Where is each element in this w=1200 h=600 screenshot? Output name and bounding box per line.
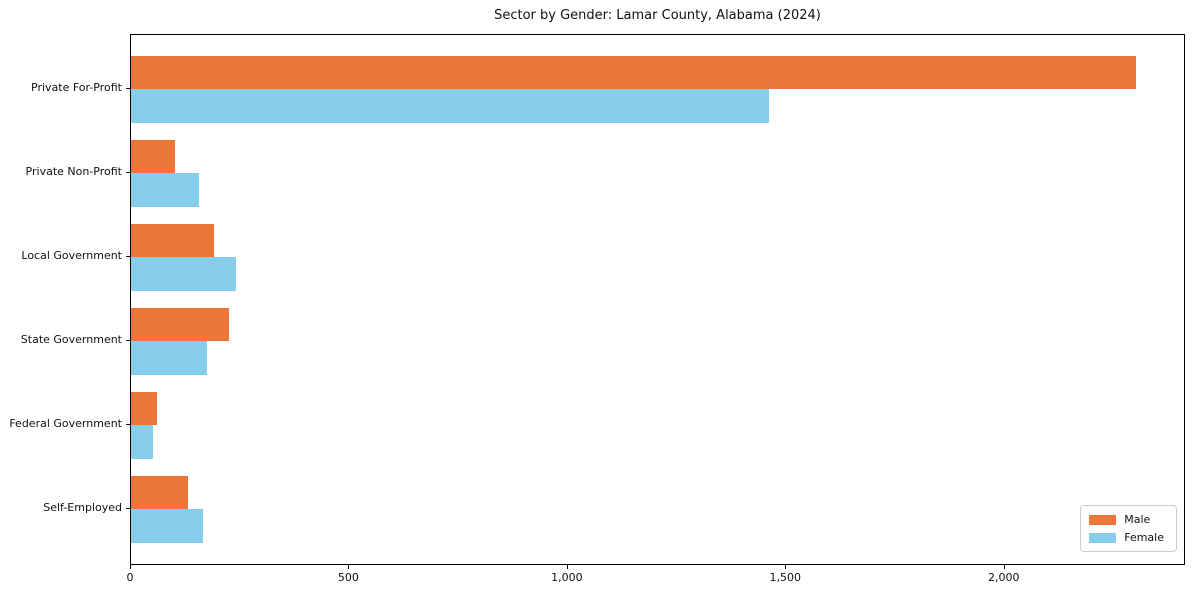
bar-female-1 [131, 173, 199, 207]
bar-male-5 [131, 475, 188, 509]
legend: Male Female [1080, 505, 1177, 552]
x-tick-mark [566, 565, 568, 569]
y-tick-label: Private Non-Profit [25, 165, 122, 178]
legend-label-male: Male [1124, 513, 1151, 526]
legend-item-female: Female [1089, 531, 1164, 544]
y-tick-label: Local Government [21, 249, 122, 262]
bar-male-2 [131, 223, 214, 257]
x-tick-mark [785, 565, 787, 569]
legend-item-male: Male [1089, 513, 1164, 526]
plot-area: Male Female [130, 34, 1185, 565]
x-tick-label: 0 [126, 571, 134, 584]
y-tick-label: Self-Employed [43, 501, 122, 514]
legend-label-female: Female [1124, 531, 1164, 544]
bar-male-1 [131, 139, 175, 173]
x-tick-label: 1,000 [551, 571, 583, 584]
y-tick-label: Private For-Profit [31, 81, 122, 94]
y-tick-label: State Government [20, 333, 122, 346]
bar-female-5 [131, 509, 204, 543]
bar-female-2 [131, 257, 236, 291]
x-tick-label: 1,500 [769, 571, 802, 584]
y-tick-mark [126, 256, 130, 257]
legend-swatch-male [1089, 514, 1117, 525]
chart-title: Sector by Gender: Lamar County, Alabama … [494, 8, 821, 23]
y-tick-mark [126, 424, 130, 425]
bar-male-0 [131, 55, 1136, 89]
bar-male-3 [131, 307, 230, 341]
y-tick-mark [126, 88, 130, 89]
x-tick-label: 500 [337, 571, 359, 584]
y-tick-label: Federal Government [9, 417, 122, 430]
y-tick-mark [126, 508, 130, 509]
bar-male-4 [131, 391, 158, 425]
bar-female-4 [131, 425, 153, 459]
legend-swatch-female [1089, 532, 1117, 543]
bar-female-3 [131, 341, 208, 375]
x-tick-label: 2,000 [987, 571, 1020, 584]
x-tick-mark [348, 565, 350, 569]
x-tick-mark [1003, 565, 1005, 569]
x-tick-mark [130, 565, 131, 569]
bar-female-0 [131, 89, 769, 123]
y-tick-mark [126, 172, 130, 173]
y-tick-mark [126, 340, 130, 341]
